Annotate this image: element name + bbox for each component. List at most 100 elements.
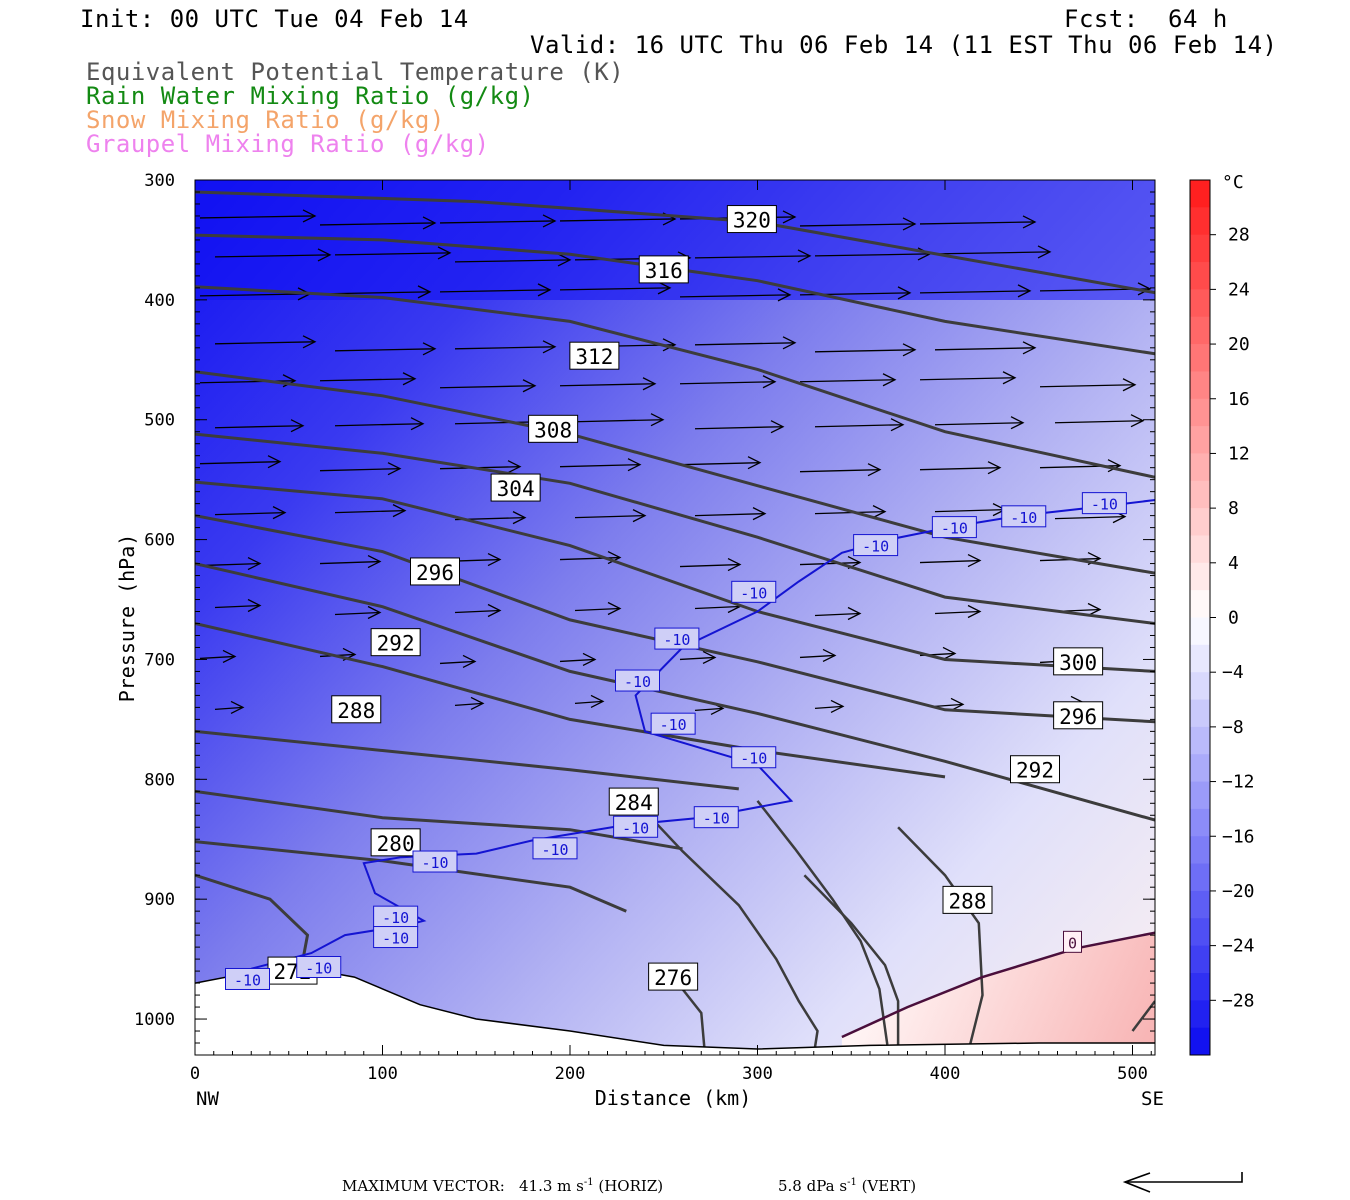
wind-vector-head <box>462 654 477 669</box>
colorbar-segment <box>1190 180 1210 208</box>
wind-vector-head <box>272 506 287 520</box>
colorbar-segment <box>1190 316 1210 345</box>
terrain-mask <box>195 965 1155 1055</box>
wind-vector-head <box>657 281 672 295</box>
theta-e-label: 276 <box>654 966 692 990</box>
y-tick-label: 400 <box>144 291 175 311</box>
colorbar-segment <box>1190 808 1210 837</box>
wind-vector-head <box>537 283 552 297</box>
wind-vector-shaft <box>1039 384 1136 388</box>
colorbar-segment <box>1190 344 1210 372</box>
wind-vector-shaft <box>694 342 796 346</box>
wind-vector-head <box>487 603 502 618</box>
warm-region-fill <box>841 932 1155 1055</box>
theta-e-contour <box>195 285 1155 479</box>
wind-vector-shaft <box>1054 515 1126 520</box>
wind-vector-head <box>822 648 837 663</box>
wind-vector-shaft <box>694 512 766 517</box>
wind-vector-head <box>1022 341 1037 355</box>
theta-e-label: 292 <box>1016 759 1054 783</box>
colorbar-segment <box>1190 972 1210 1001</box>
wind-vector-head <box>782 336 797 350</box>
theta-e-contour <box>195 622 946 779</box>
wind-vector-shaft <box>214 511 286 516</box>
wind-vector-head <box>797 249 812 263</box>
temperature-label: -10 <box>234 971 261 989</box>
temperature-label: -10 <box>541 841 568 859</box>
temperature-label-box <box>853 534 899 557</box>
wind-vector-head <box>437 246 452 260</box>
wind-vector-shaft <box>934 347 1036 351</box>
wind-vector-head <box>747 456 762 470</box>
wind-vector-head <box>942 646 957 661</box>
colorbar-segment <box>1190 1000 1210 1029</box>
wind-vector-shaft <box>814 253 931 257</box>
y-tick-label: 500 <box>144 411 175 431</box>
wind-vector-head <box>522 379 537 393</box>
wind-vector-shaft <box>334 611 381 616</box>
theta-e-label-box <box>726 205 777 234</box>
colorbar-segment <box>1190 945 1210 974</box>
wind-vector-shaft <box>694 707 724 712</box>
colorbar-segment <box>1190 590 1210 618</box>
wind-vector-head <box>897 286 912 300</box>
temperature-label-box <box>373 926 419 949</box>
wind-vector-shaft <box>679 656 716 661</box>
wind-vector-shaft <box>334 252 451 256</box>
wind-vector-shaft <box>799 223 916 227</box>
wind-vector-head <box>967 553 982 568</box>
theta-e-contour <box>195 432 1155 625</box>
colorbar-segment <box>1190 699 1210 728</box>
colorbar-segment <box>1190 262 1210 290</box>
colorbar-tick-label: −16 <box>1222 826 1255 847</box>
wind-vector-head <box>607 601 622 616</box>
wind-vector-shaft <box>934 251 1051 255</box>
wind-vector-head <box>1107 459 1122 473</box>
wind-vector-shaft <box>574 700 604 705</box>
wind-vector-head <box>422 216 437 230</box>
wind-vector-shaft <box>919 467 1001 471</box>
temperature-label: 0 <box>1068 934 1077 952</box>
wind-vector-shaft <box>934 703 964 708</box>
temperature-label-box <box>1081 492 1127 515</box>
colorbar-segment <box>1190 863 1210 892</box>
y-tick-label: 1000 <box>134 1010 175 1030</box>
temperature-label: -10 <box>305 960 332 978</box>
wind-vector-shaft <box>454 609 501 614</box>
colorbar-segment <box>1190 535 1210 564</box>
wind-vector-head <box>387 462 402 476</box>
wind-vector-shaft <box>199 562 261 567</box>
colorbar-segment <box>1190 1027 1210 1056</box>
colorbar-tick-label: −20 <box>1222 881 1255 902</box>
wind-vector-head <box>542 340 557 354</box>
colorbar-tick-label: −12 <box>1222 772 1255 793</box>
wind-vector-shaft <box>1054 420 1144 424</box>
valid-time: Valid: 16 UTC Thu 06 Feb 14 (11 EST Thu … <box>530 31 1278 59</box>
colorbar-tick-label: 0 <box>1228 608 1239 629</box>
wind-vector-shaft <box>799 561 861 566</box>
theta-e-contour <box>195 370 1155 575</box>
wind-vector-head <box>867 463 882 477</box>
wind-vector-shaft <box>454 259 571 263</box>
wind-vector-shaft <box>334 509 406 514</box>
temperature-label: -10 <box>862 538 889 556</box>
colorbar-tick-label: 28 <box>1228 225 1250 246</box>
theta-e-label: 304 <box>497 477 535 501</box>
theta-e-label: 316 <box>645 259 683 283</box>
y-tick-label: 700 <box>144 650 175 670</box>
temperature-label-box <box>693 806 739 829</box>
max-vector-horiz: 41.3 m s-1 (HORIZ) <box>519 1177 663 1195</box>
temperature-label: -10 <box>740 750 767 768</box>
wind-vector-head <box>902 343 917 357</box>
temperature-label: -10 <box>663 631 690 649</box>
wind-vector-head <box>1010 416 1025 430</box>
wind-vector-shaft <box>559 383 656 387</box>
wind-vector-head <box>267 455 282 469</box>
plot-frame <box>194 179 1156 1056</box>
x-end-label-left: NW <box>196 1088 219 1110</box>
wind-vector-head <box>542 214 557 228</box>
wind-vector-head <box>557 253 572 267</box>
theta-e-label: 288 <box>949 889 987 913</box>
theta-e-label-box <box>1053 647 1104 676</box>
wind-vector-shaft <box>814 705 844 710</box>
